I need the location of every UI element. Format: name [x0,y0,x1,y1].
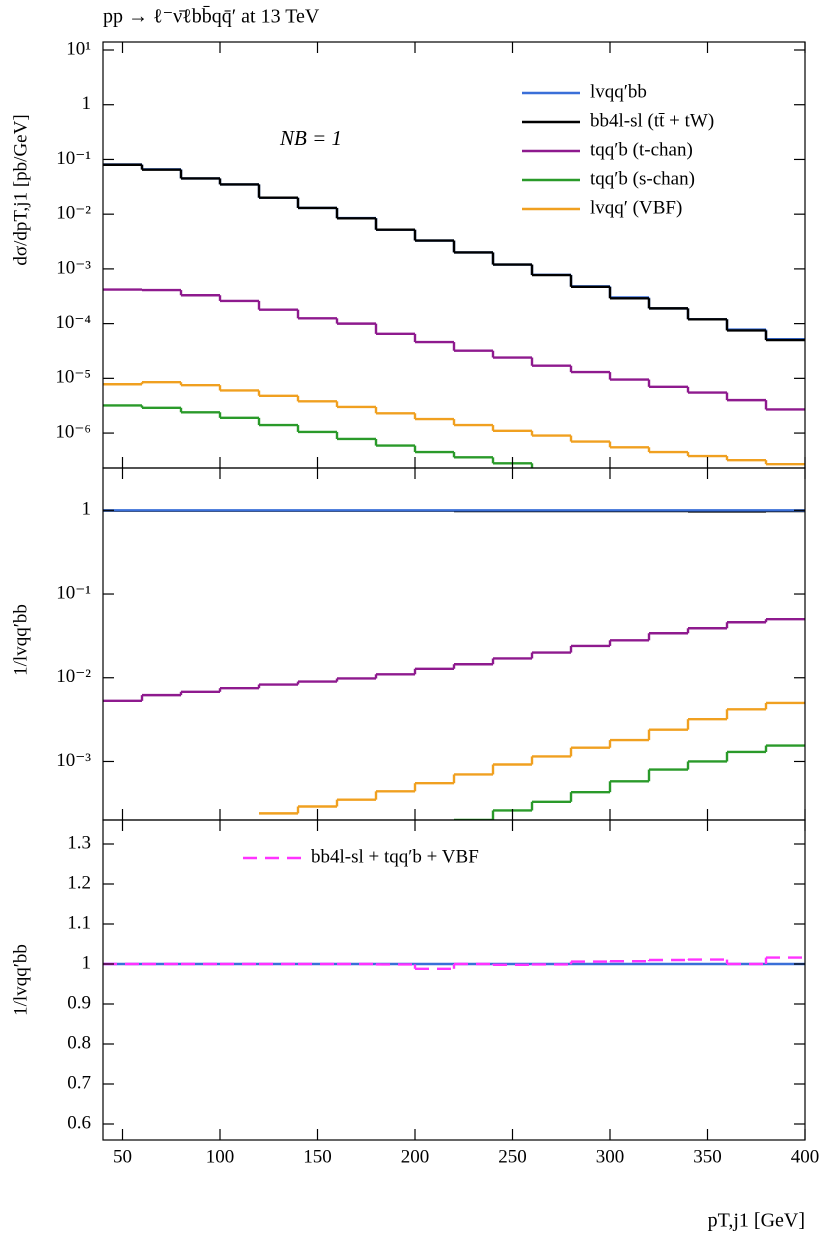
y-tick-label: 10⁻⁶ [55,421,91,442]
y-tick-label: 1.1 [67,912,91,933]
y-tick-label: 1.2 [67,872,91,893]
x-tick-label: 300 [596,1146,625,1167]
y-tick-label: 10¹ [66,38,91,59]
y-tick-label: 10⁻² [56,203,91,224]
y-tick-label: 10⁻¹ [56,148,91,169]
y-tick-label: 0.7 [67,1072,91,1093]
y-tick-label: 10⁻⁴ [55,312,91,333]
plot-area [103,509,805,820]
legend-label: bb4l-sl (tt̄ + tW) [590,110,714,131]
y-tick-label: 1 [82,93,92,114]
y-tick-label: 10⁻⁵ [55,367,91,388]
plot-area [103,956,805,970]
y-tick-label: 10⁻³ [56,257,91,278]
x-tick-label: 350 [693,1146,722,1167]
plot-area [103,163,805,468]
x-tick-label: 400 [791,1146,820,1167]
y-tick-label: 10⁻³ [56,750,91,771]
y-tick-label: 1 [82,952,92,973]
y-tick-label: 1 [82,499,92,520]
annotation: NB = 1 [279,126,342,150]
y-tick-label: 0.6 [67,1112,91,1133]
legend-label: tqq′b (s-chan) [590,168,695,189]
y-tick-label: 10⁻² [56,666,91,687]
x-tick-label: 200 [401,1146,430,1167]
legend-label: bb4l-sl + tqq′b + VBF [311,846,479,867]
panel-frame [102,41,806,469]
chart-title: pp → ℓ⁻ν̄ℓbb̄qq̄′ at 13 TeV [103,5,320,27]
panel-frame [102,467,806,821]
y-axis-label: 1/lvqq′bb [10,604,31,676]
legend-label: lvqq′ (VBF) [590,197,682,218]
y-axis-label: dσ/dpT,j1 [pb/GeV] [10,114,31,265]
legend-label: lvqq′bb [590,81,647,102]
legend-label: tqq′b (t-chan) [590,139,693,160]
y-axis-label: 1/lvqq′bb [10,944,31,1016]
y-tick-label: 0.8 [67,1032,91,1053]
x-tick-label: 50 [113,1146,132,1167]
panel-frame [102,819,806,1141]
x-axis-label: pT,j1 [GeV] [708,1210,805,1232]
x-tick-label: 250 [498,1146,527,1167]
x-tick-label: 150 [303,1146,332,1167]
y-tick-label: 0.9 [67,992,91,1013]
x-tick-label: 100 [206,1146,235,1167]
y-tick-label: 10⁻¹ [56,582,91,603]
y-tick-label: 1.3 [67,832,91,853]
